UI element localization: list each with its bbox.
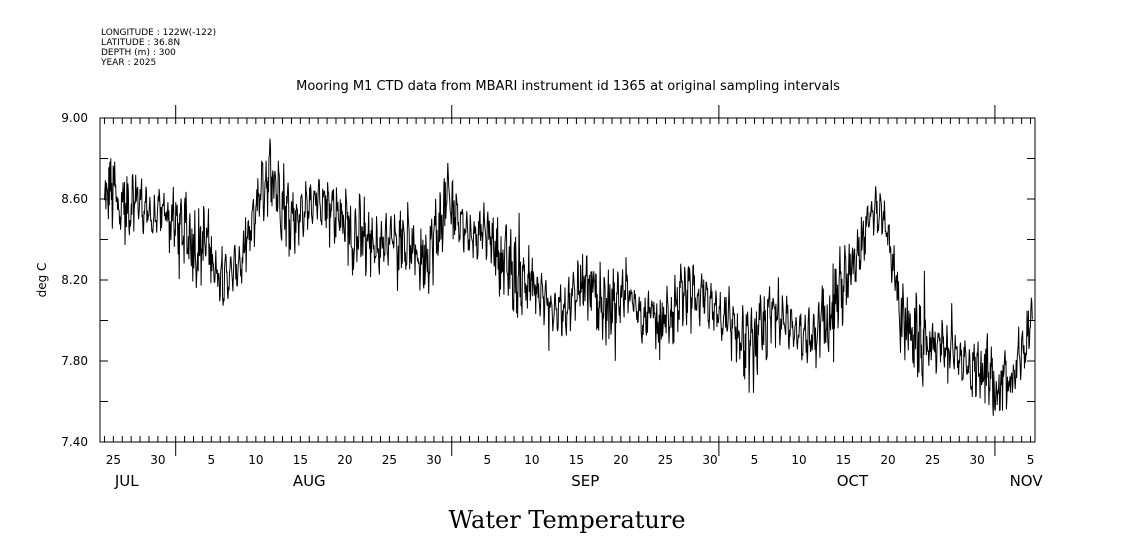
x-tick-label: 20 (613, 453, 628, 467)
y-axis-label: deg C (35, 263, 49, 298)
month-label: AUG (293, 472, 326, 490)
x-tick-label: 25 (658, 453, 673, 467)
x-tick-label: 25 (106, 453, 121, 467)
x-axis: 25 30 5 10 15 20 25 30 5 10 15 20 25 30 5 10 15 20 25 30 5 JU… (103, 105, 1044, 490)
x-tick-label: 10 (791, 453, 806, 467)
meta-latitude: LATITUDE : 36.8N (101, 38, 180, 48)
meta-block: LONGITUDE : 122W(-122) LATITUDE : 36.8N … (100, 28, 216, 68)
series-layer (104, 138, 1033, 416)
x-tick-label: 10 (248, 453, 263, 467)
x-tick-label: 20 (337, 453, 352, 467)
meta-year: YEAR : 2025 (100, 58, 156, 68)
month-label: JUL (114, 472, 139, 490)
month-label: OCT (837, 472, 869, 490)
y-tick-label: 8.20 (61, 273, 88, 287)
x-tick-label: 5 (751, 453, 759, 467)
x-tick-label: 5 (484, 453, 492, 467)
x-tick-label: 15 (836, 453, 851, 467)
series-line-water-temperature (104, 138, 1033, 416)
x-tick-label: 5 (207, 453, 215, 467)
y-tick-label: 9.00 (61, 111, 88, 125)
x-tick-label: 10 (524, 453, 539, 467)
x-tick-label: 15 (293, 453, 308, 467)
x-tick-label: 25 (925, 453, 940, 467)
x-tick-label: 30 (426, 453, 441, 467)
chart-title: Mooring M1 CTD data from MBARI instrumen… (296, 79, 840, 94)
x-tick-label: 30 (702, 453, 717, 467)
x-tick-label: 5 (1027, 453, 1035, 467)
x-axis-title: Water Temperature (448, 506, 685, 534)
meta-longitude: LONGITUDE : 122W(-122) (101, 28, 216, 38)
x-tick-label: 25 (382, 453, 397, 467)
y-tick-label: 7.40 (61, 435, 88, 449)
x-tick-label: 30 (969, 453, 984, 467)
month-label: SEP (571, 472, 599, 490)
x-tick-label: 15 (569, 453, 584, 467)
month-label: NOV (1010, 472, 1044, 490)
x-tick-label: 30 (150, 453, 165, 467)
y-tick-label: 7.80 (61, 354, 88, 368)
y-axis: 7.40 7.80 8.20 8.60 9.00 (61, 111, 1035, 449)
meta-depth: DEPTH (m) : 300 (101, 48, 176, 58)
x-tick-label: 20 (880, 453, 895, 467)
y-tick-label: 8.60 (61, 192, 88, 206)
